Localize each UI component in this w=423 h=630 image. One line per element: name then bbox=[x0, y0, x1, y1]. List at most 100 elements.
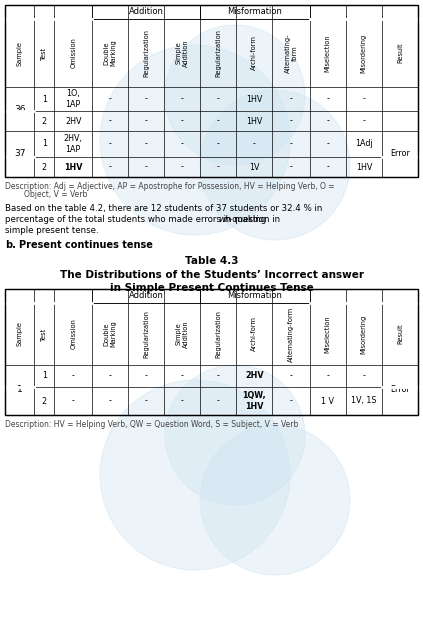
Text: 1: 1 bbox=[42, 372, 47, 381]
Text: 37: 37 bbox=[14, 149, 25, 159]
Text: Simple
Addition: Simple Addition bbox=[176, 320, 189, 348]
Ellipse shape bbox=[200, 425, 350, 575]
Text: -: - bbox=[145, 163, 148, 171]
Text: Regularization: Regularization bbox=[143, 29, 149, 77]
Text: -: - bbox=[108, 139, 111, 149]
Text: -: - bbox=[145, 372, 148, 381]
Text: -: - bbox=[326, 372, 329, 381]
Text: Regularization: Regularization bbox=[215, 29, 221, 77]
Text: Error: Error bbox=[390, 386, 410, 394]
Text: Object, V = Verb: Object, V = Verb bbox=[5, 190, 88, 199]
Text: 1HV: 1HV bbox=[246, 117, 262, 125]
Ellipse shape bbox=[100, 380, 290, 570]
Text: Addition: Addition bbox=[129, 8, 163, 16]
Text: Test: Test bbox=[41, 328, 47, 341]
Text: -: - bbox=[108, 396, 111, 406]
Text: -: - bbox=[290, 117, 292, 125]
Text: Omission: Omission bbox=[70, 38, 76, 69]
Text: -: - bbox=[290, 396, 292, 406]
Text: Misordering: Misordering bbox=[361, 33, 367, 72]
Text: Double
Marking: Double Marking bbox=[103, 321, 116, 347]
Text: -: - bbox=[217, 117, 220, 125]
Text: -: - bbox=[217, 396, 220, 406]
Text: 1QW,
1HV: 1QW, 1HV bbox=[242, 391, 266, 411]
Text: -: - bbox=[217, 372, 220, 381]
Text: 1HV: 1HV bbox=[356, 163, 372, 171]
Text: Addition: Addition bbox=[129, 292, 163, 301]
Text: Double
Marking: Double Marking bbox=[103, 40, 116, 66]
Bar bbox=[200, 289, 310, 303]
Text: Regularization: Regularization bbox=[143, 310, 149, 358]
Text: -: - bbox=[72, 396, 74, 406]
Text: Omission: Omission bbox=[70, 319, 76, 350]
Text: 2: 2 bbox=[42, 396, 47, 406]
Text: Alternating-form: Alternating-form bbox=[288, 306, 294, 362]
Text: wh: wh bbox=[218, 215, 231, 224]
Text: 1HV: 1HV bbox=[64, 163, 82, 171]
Text: -: - bbox=[181, 163, 184, 171]
Text: -: - bbox=[108, 94, 111, 103]
Text: -: - bbox=[181, 94, 184, 103]
Text: Misformation: Misformation bbox=[228, 8, 283, 16]
Text: -: - bbox=[72, 372, 74, 381]
Bar bbox=[92, 289, 200, 303]
Text: -: - bbox=[290, 372, 292, 381]
Text: 1Adj: 1Adj bbox=[355, 139, 373, 149]
Text: 1 V: 1 V bbox=[321, 396, 334, 406]
Text: -: - bbox=[326, 117, 329, 125]
Text: -: - bbox=[181, 117, 184, 125]
Text: The Distributions of the Students’ Incorrect answer: The Distributions of the Students’ Incor… bbox=[60, 270, 363, 280]
Text: -: - bbox=[363, 372, 365, 381]
Text: Sample: Sample bbox=[16, 321, 23, 347]
Text: -: - bbox=[181, 396, 184, 406]
Text: -: - bbox=[217, 139, 220, 149]
Ellipse shape bbox=[165, 365, 305, 505]
Text: 2HV: 2HV bbox=[245, 372, 264, 381]
Text: -: - bbox=[108, 372, 111, 381]
Text: Simple
Addition: Simple Addition bbox=[176, 39, 189, 67]
Text: 1: 1 bbox=[17, 386, 22, 394]
Text: Description: Adj = Adjective, AP = Apostrophe for Possession, HV = Helping Verb,: Description: Adj = Adjective, AP = Apost… bbox=[5, 182, 335, 191]
Text: -: - bbox=[145, 139, 148, 149]
Text: -: - bbox=[253, 139, 256, 149]
Text: -: - bbox=[363, 94, 365, 103]
Text: Misformation: Misformation bbox=[228, 292, 283, 301]
Text: 1: 1 bbox=[42, 94, 47, 103]
Text: -: - bbox=[326, 94, 329, 103]
Text: -: - bbox=[217, 94, 220, 103]
Text: Miselection: Miselection bbox=[325, 315, 331, 353]
Text: 1: 1 bbox=[42, 139, 47, 149]
Bar bbox=[5, 5, 418, 177]
Text: percentage of the total students who made errors in making: percentage of the total students who mad… bbox=[5, 215, 269, 224]
Text: 2: 2 bbox=[42, 163, 47, 171]
Text: Sample: Sample bbox=[16, 40, 23, 66]
Text: Misordering: Misordering bbox=[361, 314, 367, 353]
Text: Result: Result bbox=[397, 43, 403, 63]
Text: -: - bbox=[181, 139, 184, 149]
Text: -: - bbox=[145, 396, 148, 406]
Text: -: - bbox=[363, 117, 365, 125]
Text: Result: Result bbox=[397, 324, 403, 345]
Ellipse shape bbox=[165, 25, 305, 165]
Text: -: - bbox=[181, 372, 184, 381]
Text: simple present tense.: simple present tense. bbox=[5, 226, 99, 235]
Bar bbox=[5, 289, 418, 415]
Text: Archi-form: Archi-form bbox=[251, 35, 257, 71]
Text: -: - bbox=[217, 163, 220, 171]
Text: 1HV: 1HV bbox=[246, 94, 262, 103]
Text: Alternating-
form: Alternating- form bbox=[285, 33, 297, 72]
Text: Description: HV = Helping Verb, QW = Question Word, S = Subject, V = Verb: Description: HV = Helping Verb, QW = Que… bbox=[5, 420, 298, 429]
Text: Test: Test bbox=[41, 47, 47, 60]
Text: -: - bbox=[108, 163, 111, 171]
Text: b.: b. bbox=[5, 240, 16, 250]
Text: 36: 36 bbox=[14, 105, 25, 113]
Text: 1V, 1S: 1V, 1S bbox=[351, 396, 376, 406]
Text: Regularization: Regularization bbox=[215, 310, 221, 358]
Text: Archi-form: Archi-form bbox=[251, 316, 257, 352]
Bar bbox=[200, 5, 310, 19]
Text: Based on the table 4.2, there are 12 students of 37 students or 32.4 % in: Based on the table 4.2, there are 12 stu… bbox=[5, 204, 322, 213]
Text: 1O,
1AP: 1O, 1AP bbox=[66, 89, 81, 109]
Text: -: - bbox=[290, 163, 292, 171]
Text: Table 4.3: Table 4.3 bbox=[185, 256, 238, 266]
Bar bbox=[92, 5, 200, 19]
